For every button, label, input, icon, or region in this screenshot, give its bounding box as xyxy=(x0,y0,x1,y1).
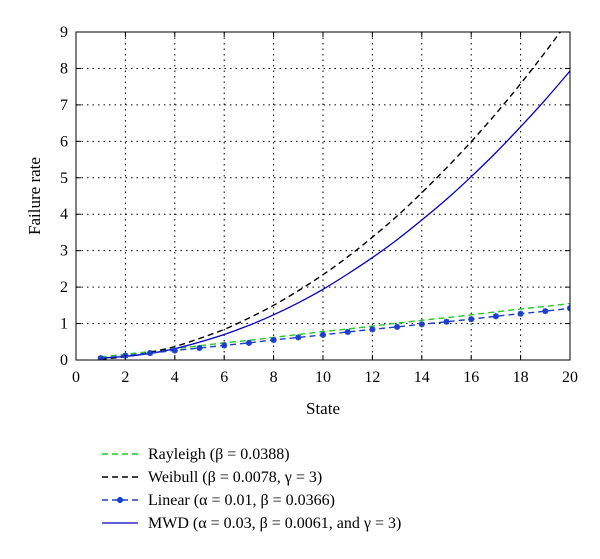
series-point-2 xyxy=(369,326,376,333)
x-tick-label: 8 xyxy=(270,369,278,386)
x-tick-label: 4 xyxy=(171,369,179,386)
series-point-2 xyxy=(567,305,570,312)
series-line-1 xyxy=(100,32,562,360)
series-point-2 xyxy=(295,334,302,341)
series-line-2 xyxy=(100,307,570,359)
series-point-2 xyxy=(147,350,154,357)
series-point-2 xyxy=(320,331,326,338)
series-point-2 xyxy=(344,328,351,335)
legend-label: Rayleigh (β = 0.0388) xyxy=(148,446,290,463)
y-tick-label: 5 xyxy=(60,170,68,187)
x-tick-label: 10 xyxy=(315,369,331,386)
x-tick-label: 0 xyxy=(72,369,80,386)
series-line-0 xyxy=(100,302,570,358)
y-tick-label: 4 xyxy=(60,206,68,223)
y-tick-label: 1 xyxy=(60,316,68,333)
y-tick-label: 0 xyxy=(60,352,68,369)
series-point-2 xyxy=(196,344,203,351)
series-point-2 xyxy=(517,310,524,317)
y-tick-label: 6 xyxy=(60,133,68,150)
series-point-2 xyxy=(171,347,178,354)
legend-marker xyxy=(117,497,123,503)
legend-item-0: Rayleigh (β = 0.0388) xyxy=(102,446,290,463)
series-point-2 xyxy=(542,308,549,315)
y-tick-label: 9 xyxy=(60,24,68,41)
x-tick-label: 2 xyxy=(121,369,129,386)
y-tick-label: 8 xyxy=(60,60,68,77)
series-point-2 xyxy=(270,336,277,343)
legend-label: MWD (α = 0.03, β = 0.0061, and γ = 3) xyxy=(148,515,401,532)
x-tick-label: 6 xyxy=(220,369,228,386)
x-axis-label: State xyxy=(306,399,340,418)
series-point-2 xyxy=(245,339,252,346)
legend-item-2: Linear (α = 0.01, β = 0.0366) xyxy=(102,492,335,509)
plot-frame xyxy=(75,31,571,361)
series-point-2 xyxy=(221,342,228,349)
series-point-2 xyxy=(468,316,475,323)
x-tick-label: 12 xyxy=(364,369,380,386)
legend-item-3: MWD (α = 0.03, β = 0.0061, and γ = 3) xyxy=(102,515,401,532)
series-point-2 xyxy=(492,313,499,320)
x-tick-label: 16 xyxy=(463,369,479,386)
x-tick-label: 20 xyxy=(562,369,578,386)
y-axis-label: Failure rate xyxy=(25,157,44,235)
legend-item-1: Weibull (β = 0.0078, γ = 3) xyxy=(102,469,322,486)
y-tick-label: 2 xyxy=(60,279,68,296)
x-tick-label: 14 xyxy=(414,369,430,386)
x-tick-label: 18 xyxy=(513,369,529,386)
legend-label: Linear (α = 0.01, β = 0.0366) xyxy=(148,492,335,509)
series-point-2 xyxy=(443,318,450,325)
series-layer xyxy=(97,32,570,360)
legend: Rayleigh (β = 0.0388) Weibull (β = 0.0078… xyxy=(102,446,401,532)
legend-label: Weibull (β = 0.0078, γ = 3) xyxy=(148,469,322,486)
series-point-2 xyxy=(394,323,401,330)
grid xyxy=(76,32,570,360)
y-tick-label: 3 xyxy=(60,243,68,260)
y-tick-label: 7 xyxy=(60,97,68,114)
series-point-2 xyxy=(418,321,425,328)
